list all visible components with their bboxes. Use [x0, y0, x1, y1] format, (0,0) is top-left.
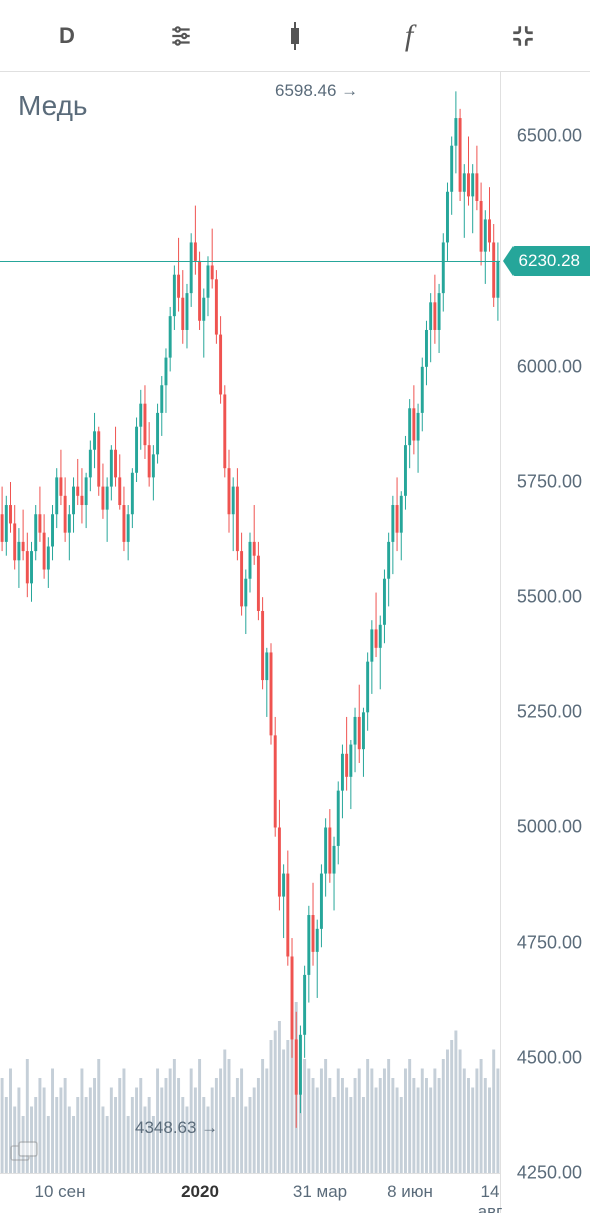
candlestick-chart: [0, 72, 500, 1173]
x-axis-label: 31 мар: [293, 1182, 347, 1202]
high-annotation: 6598.46 →: [275, 81, 358, 101]
x-axis-label: 8 июн: [387, 1182, 433, 1202]
y-axis-label: 6000.00: [517, 356, 582, 377]
chart-area[interactable]: Медь 6230.28 4250.004500.004750.005000.0…: [0, 72, 590, 1213]
y-axis-label: 4750.00: [517, 932, 582, 953]
x-axis-label: 2020: [181, 1182, 219, 1202]
chart-toolbar: D f: [0, 0, 590, 72]
candle-style-icon[interactable]: [271, 12, 319, 60]
screenshot-icon[interactable]: [10, 1141, 38, 1165]
low-annotation: 4348.63 →: [135, 1118, 218, 1138]
price-axis[interactable]: 6230.28 4250.00 4500.00 4750.00 5000.00 5250…: [500, 72, 590, 1213]
y-axis-label: 4500.00: [517, 1047, 582, 1068]
y-axis-label: 6500.00: [517, 126, 582, 147]
y-axis-label: 5750.00: [517, 471, 582, 492]
indicators-icon[interactable]: f: [385, 12, 433, 60]
y-axis-label: 4250.00: [517, 1163, 582, 1184]
x-axis-label: 14 авг: [478, 1182, 503, 1213]
timeframe-button[interactable]: D: [43, 12, 91, 60]
current-price-marker: 6230.28: [513, 246, 590, 276]
x-axis-label: 10 сен: [35, 1182, 86, 1202]
y-axis-label: 5250.00: [517, 702, 582, 723]
y-axis-label: 5500.00: [517, 587, 582, 608]
current-price-line: [0, 261, 500, 262]
fullscreen-exit-icon[interactable]: [499, 12, 547, 60]
y-axis-label: 5000.00: [517, 817, 582, 838]
settings-icon[interactable]: [157, 12, 205, 60]
time-axis[interactable]: 10 сен 2020 31 мар 8 июн 14 авг: [0, 1173, 500, 1213]
